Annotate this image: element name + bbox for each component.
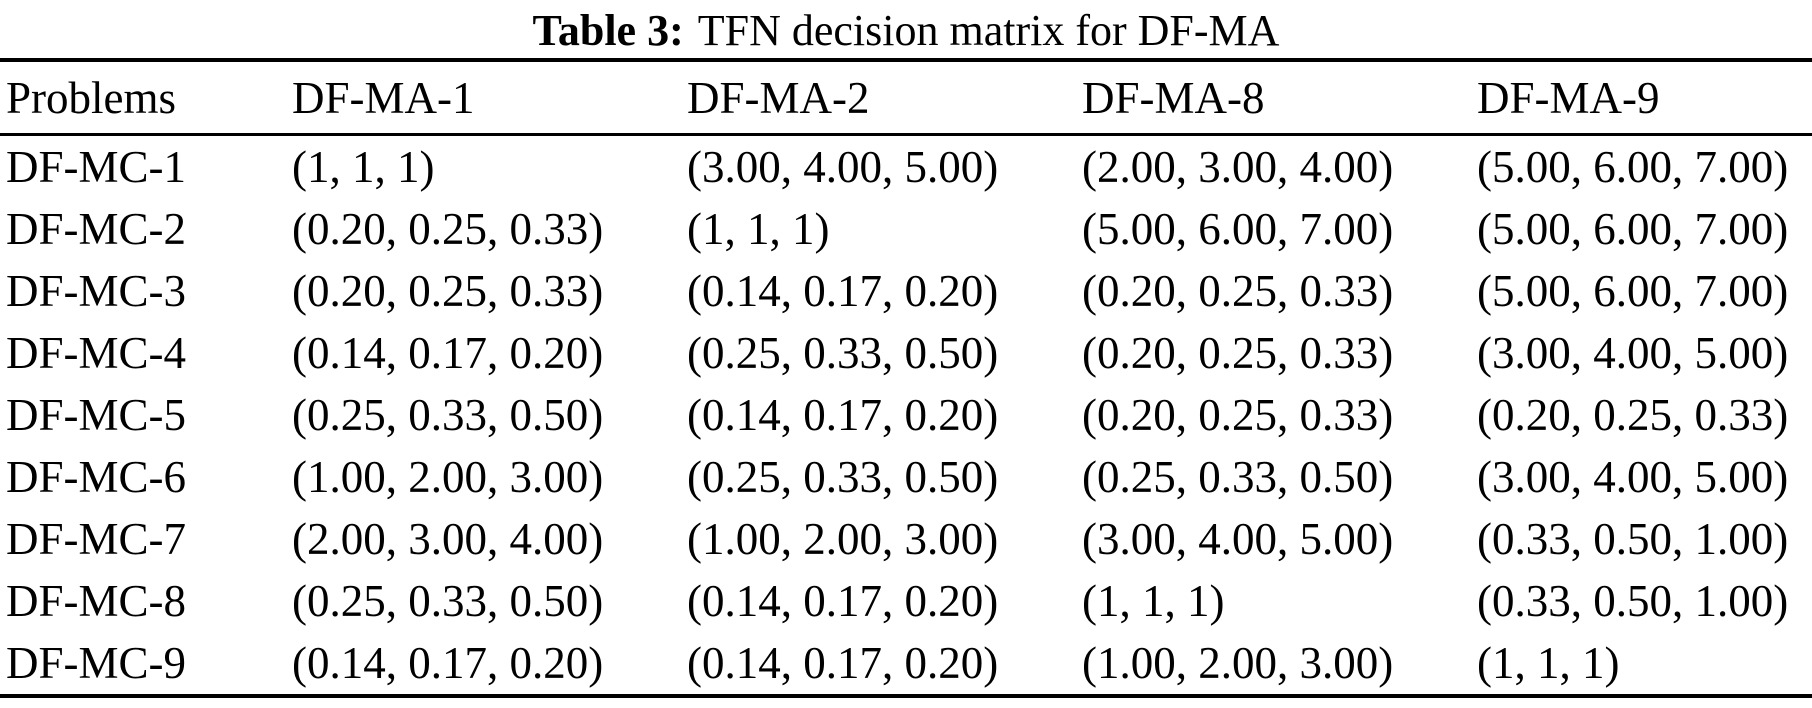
cell: (0.25, 0.33, 0.50): [687, 452, 999, 502]
table-row: DF-MC-1 (1, 1, 1) (3.00, 4.00, 5.00) (2.…: [0, 135, 1812, 199]
row-label: DF-MC-8: [6, 576, 187, 626]
column-header-df-ma-9: DF-MA-9: [1477, 60, 1812, 136]
cell: (0.20, 0.25, 0.33): [1082, 328, 1394, 378]
cell: (1, 1, 1): [1477, 638, 1620, 688]
table-row: DF-MC-5 (0.25, 0.33, 0.50) (0.14, 0.17, …: [0, 384, 1812, 446]
cell: (2.00, 3.00, 4.00): [292, 514, 604, 564]
cell: (1, 1, 1): [292, 142, 435, 192]
table-row: DF-MC-8 (0.25, 0.33, 0.50) (0.14, 0.17, …: [0, 570, 1812, 632]
cell: (0.14, 0.17, 0.20): [687, 390, 999, 440]
table-row: DF-MC-7 (2.00, 3.00, 4.00) (1.00, 2.00, …: [0, 508, 1812, 570]
cell: (3.00, 4.00, 5.00): [1477, 328, 1789, 378]
cell: (0.33, 0.50, 1.00): [1477, 514, 1789, 564]
cell: (5.00, 6.00, 7.00): [1477, 266, 1789, 316]
column-header-df-ma-1: DF-MA-1: [292, 60, 687, 136]
cell: (0.20, 0.25, 0.33): [292, 266, 604, 316]
row-label: DF-MC-2: [6, 204, 187, 254]
table-row: DF-MC-3 (0.20, 0.25, 0.33) (0.14, 0.17, …: [0, 260, 1812, 322]
cell: (0.14, 0.17, 0.20): [292, 328, 604, 378]
cell: (0.20, 0.25, 0.33): [1082, 390, 1394, 440]
tfn-decision-matrix-table: Problems DF-MA-1 DF-MA-2 DF-MA-8 DF-MA-9…: [0, 58, 1812, 698]
row-label: DF-MC-6: [6, 452, 187, 502]
cell: (5.00, 6.00, 7.00): [1082, 204, 1394, 254]
cell: (0.14, 0.17, 0.20): [687, 576, 999, 626]
cell: (1.00, 2.00, 3.00): [687, 514, 999, 564]
header-row: Problems DF-MA-1 DF-MA-2 DF-MA-8 DF-MA-9: [0, 60, 1812, 136]
cell: (1, 1, 1): [1082, 576, 1225, 626]
column-header-problems: Problems: [0, 60, 292, 136]
cell: (0.20, 0.25, 0.33): [1082, 266, 1394, 316]
row-label: DF-MC-9: [6, 638, 187, 688]
cell: (1.00, 2.00, 3.00): [292, 452, 604, 502]
table-caption-text: TFN decision matrix for DF-MA: [697, 6, 1280, 55]
cell: (0.20, 0.25, 0.33): [292, 204, 604, 254]
cell: (3.00, 4.00, 5.00): [1477, 452, 1789, 502]
cell: (0.20, 0.25, 0.33): [1477, 390, 1789, 440]
cell: (1, 1, 1): [687, 204, 830, 254]
row-label: DF-MC-5: [6, 390, 187, 440]
column-header-df-ma-2: DF-MA-2: [687, 60, 1082, 136]
cell: (0.25, 0.33, 0.50): [292, 576, 604, 626]
cell: (3.00, 4.00, 5.00): [1082, 514, 1394, 564]
cell: (0.25, 0.33, 0.50): [687, 328, 999, 378]
row-label: DF-MC-4: [6, 328, 187, 378]
cell: (2.00, 3.00, 4.00): [1082, 142, 1394, 192]
cell: (0.25, 0.33, 0.50): [292, 390, 604, 440]
cell: (0.25, 0.33, 0.50): [1082, 452, 1394, 502]
cell: (0.14, 0.17, 0.20): [687, 638, 999, 688]
cell: (0.14, 0.17, 0.20): [687, 266, 999, 316]
cell: (3.00, 4.00, 5.00): [687, 142, 999, 192]
cell: (1.00, 2.00, 3.00): [1082, 638, 1394, 688]
column-header-df-ma-8: DF-MA-8: [1082, 60, 1477, 136]
table-row: DF-MC-6 (1.00, 2.00, 3.00) (0.25, 0.33, …: [0, 446, 1812, 508]
table-row: DF-MC-9 (0.14, 0.17, 0.20) (0.14, 0.17, …: [0, 632, 1812, 696]
row-label: DF-MC-3: [6, 266, 187, 316]
table-caption: Table 3: TFN decision matrix for DF-MA: [0, 0, 1812, 58]
table-caption-label: Table 3:: [532, 6, 684, 55]
cell: (5.00, 6.00, 7.00): [1477, 142, 1789, 192]
cell: (0.14, 0.17, 0.20): [292, 638, 604, 688]
row-label: DF-MC-7: [6, 514, 187, 564]
row-label: DF-MC-1: [6, 142, 187, 192]
table-row: DF-MC-4 (0.14, 0.17, 0.20) (0.25, 0.33, …: [0, 322, 1812, 384]
table-row: DF-MC-2 (0.20, 0.25, 0.33) (1, 1, 1) (5.…: [0, 198, 1812, 260]
table-header: Problems DF-MA-1 DF-MA-2 DF-MA-8 DF-MA-9: [0, 60, 1812, 136]
table-body: DF-MC-1 (1, 1, 1) (3.00, 4.00, 5.00) (2.…: [0, 135, 1812, 697]
cell: (5.00, 6.00, 7.00): [1477, 204, 1789, 254]
cell: (0.33, 0.50, 1.00): [1477, 576, 1789, 626]
